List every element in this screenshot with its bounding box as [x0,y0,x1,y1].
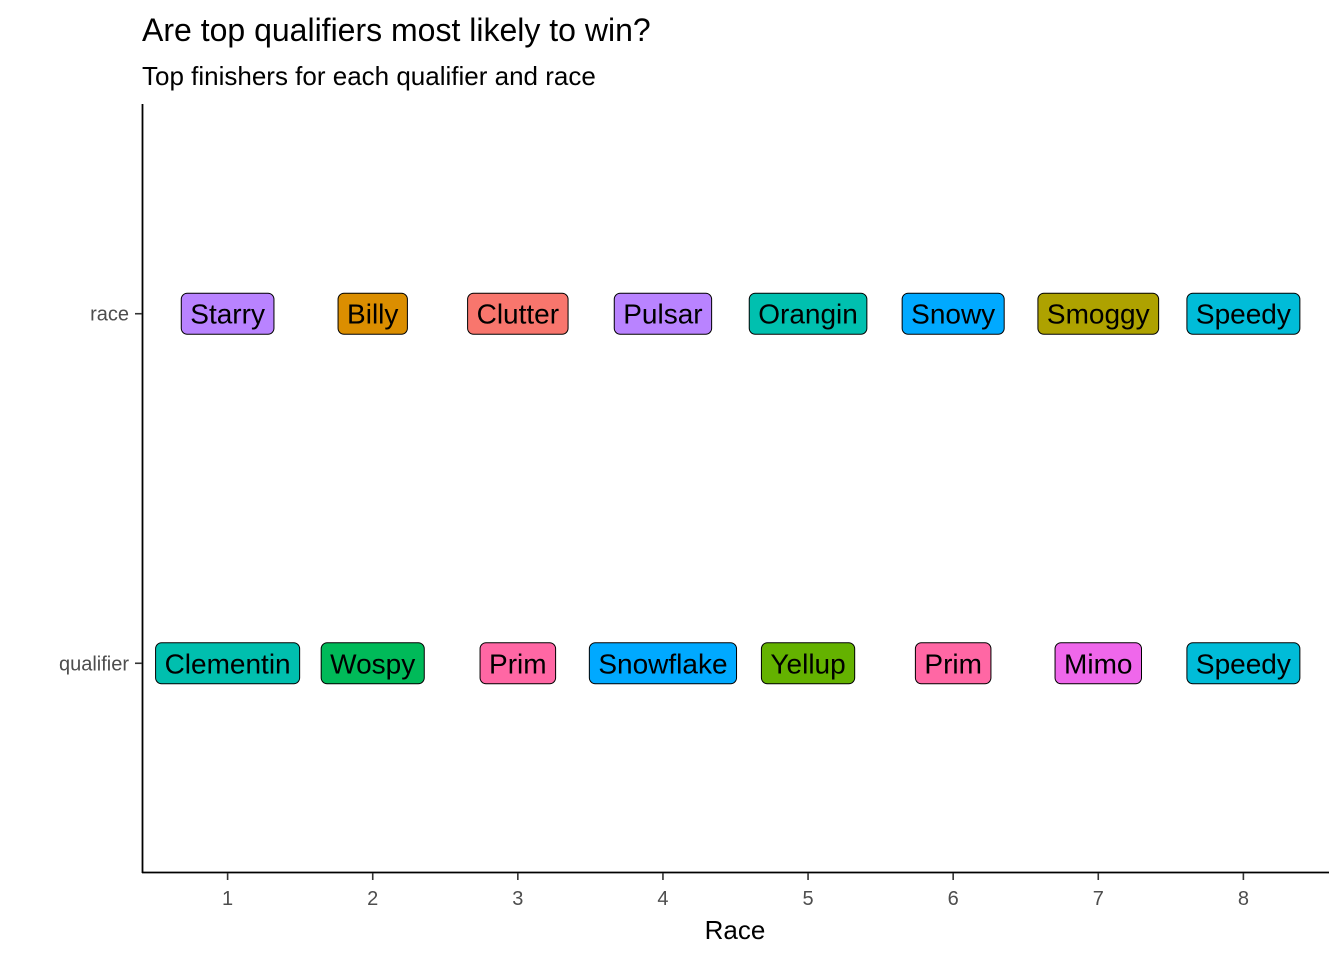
label-mark: Speedy [1186,292,1301,335]
label-text: Yellup [770,648,845,679]
label-box [748,292,868,335]
x-tick-label: 8 [1238,888,1249,910]
x-tick-label: 5 [802,888,813,910]
label-mark: Prim [914,642,992,685]
label-text: Speedy [1196,648,1291,679]
label-box [155,642,301,685]
x-tick-label: 6 [948,888,959,910]
label-text: Clementin [165,648,291,679]
label-text: Starry [190,299,265,330]
label-box [613,292,713,335]
label-box [337,292,408,335]
label-box [588,642,738,685]
chart-title: Are top qualifiers most likely to win? [142,12,651,48]
label-box [320,642,425,685]
label-mark: Prim [479,642,557,685]
y-axis: qualifier race [59,304,142,675]
label-box [1054,642,1143,685]
x-tick-label: 3 [512,888,523,910]
label-mark: Mimo [1054,642,1143,685]
label-box [479,642,557,685]
y-tick-label: qualifier [59,653,129,675]
label-mark: Pulsar [613,292,713,335]
x-tick-label: 4 [657,888,668,910]
label-mark: Wospy [320,642,425,685]
label-box [467,292,569,335]
label-box [1186,642,1301,685]
label-box [914,642,992,685]
label-text: Snowy [911,299,995,330]
label-box [1186,292,1301,335]
label-box [180,292,275,335]
label-text: Speedy [1196,299,1291,330]
x-tick-label: 2 [367,888,378,910]
label-mark: Snowy [901,292,1005,335]
label-mark: Snowflake [588,642,738,685]
label-mark: Clutter [467,292,569,335]
label-text: Prim [924,648,982,679]
x-axis: 1 2 3 4 5 6 7 8 [222,873,1249,910]
label-marks: Starry Billy Clutter Pulsar Orangin Snowy Smog… [155,292,1301,685]
x-tick-label: 7 [1093,888,1104,910]
x-tick-label: 1 [222,888,233,910]
label-text: Mimo [1064,648,1132,679]
label-text: Smoggy [1047,299,1150,330]
chart-subtitle: Top finishers for each qualifier and rac… [142,61,596,91]
y-tick-label: race [90,304,129,326]
label-mark: Smoggy [1037,292,1160,335]
label-mark: Orangin [748,292,868,335]
label-mark: Speedy [1186,642,1301,685]
label-text: Billy [347,299,398,330]
label-mark: Starry [180,292,275,335]
label-box [760,642,856,685]
label-text: Wospy [330,648,415,679]
x-axis-title: Race [705,915,766,945]
label-text: Prim [489,648,547,679]
label-text: Pulsar [623,299,702,330]
label-text: Clutter [477,299,559,330]
label-box [1037,292,1160,335]
label-mark: Billy [337,292,408,335]
label-box [901,292,1005,335]
label-mark: Yellup [760,642,856,685]
label-mark: Clementin [155,642,301,685]
label-text: Orangin [758,299,858,330]
label-text: Snowflake [598,648,727,679]
